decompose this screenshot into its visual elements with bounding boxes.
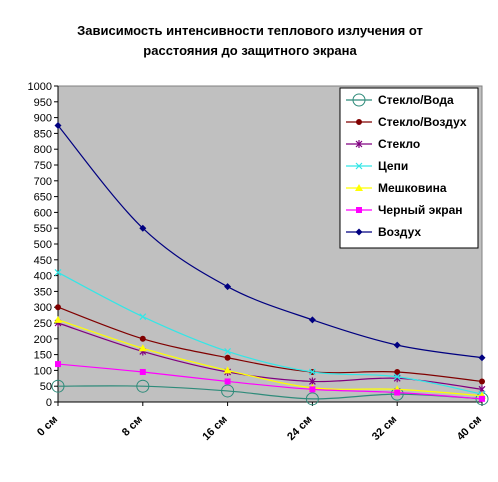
x-tick-label: 40 см bbox=[455, 414, 484, 443]
legend-label: Мешковина bbox=[378, 181, 447, 195]
data-point bbox=[305, 392, 319, 406]
series-line bbox=[57, 306, 483, 383]
data-point bbox=[479, 395, 485, 402]
data-point bbox=[393, 373, 401, 381]
data-point bbox=[55, 361, 61, 368]
series-line bbox=[57, 319, 483, 397]
legend-item: Черный экран bbox=[346, 203, 463, 217]
legend-marker bbox=[355, 140, 363, 148]
legend: Стекло/Вода Стекло/Воздух Стекло Цепи Мешков… bbox=[339, 87, 479, 249]
data-point bbox=[309, 386, 316, 393]
legend-marker bbox=[355, 162, 363, 170]
series-layer bbox=[51, 122, 489, 406]
y-tick-label: 950 bbox=[34, 97, 52, 109]
y-tick-label: 300 bbox=[34, 302, 52, 314]
legend-label: Воздух bbox=[378, 225, 421, 239]
data-point bbox=[221, 384, 235, 398]
data-point bbox=[136, 379, 150, 393]
legend-item: Воздух bbox=[346, 225, 421, 239]
y-tick-label: 200 bbox=[34, 334, 52, 346]
y-tick-label: 850 bbox=[34, 128, 52, 140]
series-line bbox=[57, 271, 483, 395]
series-line bbox=[57, 385, 483, 400]
y-tick-label: 350 bbox=[34, 286, 52, 298]
y-tick-label: 650 bbox=[34, 192, 52, 204]
legend-box bbox=[339, 87, 479, 249]
legend-marker bbox=[356, 207, 362, 213]
data-point bbox=[394, 389, 401, 396]
data-point bbox=[224, 354, 231, 361]
legend-label: Черный экран bbox=[378, 203, 463, 217]
series-line bbox=[57, 125, 483, 359]
data-point bbox=[51, 379, 65, 393]
y-tick-label: 550 bbox=[34, 223, 52, 235]
y-tick-label: 800 bbox=[34, 144, 52, 156]
legend-item: Стекло/Воздух bbox=[346, 115, 467, 129]
series-line bbox=[57, 322, 483, 390]
legend-item: Цепи bbox=[346, 159, 408, 173]
legend-item: Стекло bbox=[346, 137, 420, 151]
y-tick-label: 700 bbox=[34, 176, 52, 188]
data-point bbox=[224, 378, 231, 385]
data-point bbox=[139, 313, 147, 321]
data-point bbox=[223, 366, 232, 374]
chart-title-line2: расстояния до защитного экрана bbox=[143, 43, 357, 58]
data-point bbox=[139, 224, 147, 232]
data-point bbox=[54, 122, 62, 129]
legend-item: Стекло/Вода bbox=[346, 93, 454, 107]
y-tick-label: 50 bbox=[40, 381, 52, 393]
data-point bbox=[54, 315, 62, 323]
data-point bbox=[308, 368, 316, 376]
series-7 bbox=[54, 122, 486, 362]
x-tick-label: 24 см bbox=[285, 414, 314, 443]
series-line bbox=[57, 363, 483, 400]
x-tick-label: 16 см bbox=[200, 414, 229, 443]
legend-marker bbox=[355, 228, 363, 236]
legend-marker bbox=[352, 93, 366, 107]
y-tick-label: 900 bbox=[34, 113, 52, 125]
x-tick-label: 32 см bbox=[370, 414, 399, 443]
y-tick-label: 100 bbox=[34, 365, 52, 377]
y-tick-label: 600 bbox=[34, 207, 52, 219]
y-tick-label: 1000 bbox=[28, 81, 52, 93]
legend-item: Мешковина bbox=[346, 181, 447, 195]
y-tick-label: 0 bbox=[46, 397, 52, 409]
data-point bbox=[308, 316, 316, 324]
data-point bbox=[393, 341, 401, 349]
data-point bbox=[139, 368, 146, 375]
series-6 bbox=[55, 361, 485, 402]
y-tick-label: 750 bbox=[34, 160, 52, 172]
y-tick-label: 500 bbox=[34, 239, 52, 251]
legend-marker bbox=[355, 184, 363, 191]
data-point bbox=[138, 344, 147, 352]
legend-label: Стекло/Вода bbox=[378, 93, 454, 107]
data-point bbox=[478, 354, 486, 362]
data-point bbox=[55, 304, 61, 311]
y-tick-label: 250 bbox=[34, 318, 52, 330]
data-point bbox=[224, 348, 232, 355]
legend-label: Стекло/Воздух bbox=[378, 115, 467, 129]
chart-title-line1: Зависимость интенсивности теплового излу… bbox=[77, 23, 423, 38]
data-point bbox=[139, 335, 146, 342]
x-tick-label: 8 см bbox=[120, 414, 145, 439]
legend-label: Стекло bbox=[378, 137, 420, 151]
y-tick-label: 400 bbox=[34, 271, 52, 283]
data-point bbox=[224, 283, 232, 291]
legend-label: Цепи bbox=[378, 159, 408, 173]
legend-marker bbox=[356, 119, 362, 125]
data-point bbox=[479, 378, 485, 385]
x-tick-label: 0 см bbox=[35, 414, 60, 439]
data-point bbox=[394, 368, 401, 375]
y-tick-label: 450 bbox=[34, 255, 52, 267]
data-point bbox=[54, 269, 62, 276]
y-tick-label: 150 bbox=[34, 350, 52, 362]
